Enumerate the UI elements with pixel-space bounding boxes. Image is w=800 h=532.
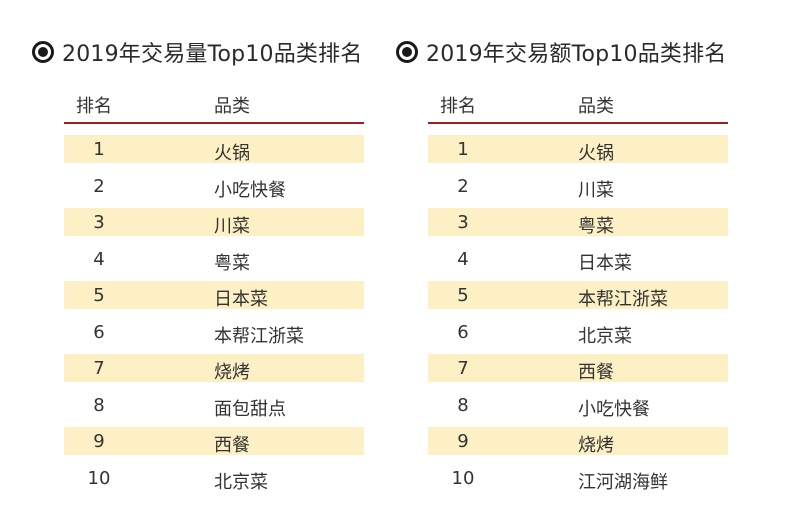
rank-cell: 8 <box>93 394 105 416</box>
table-row: 7 烧烤 <box>64 350 364 387</box>
rank-column-header: 排名 <box>440 96 476 117</box>
rank-cell: 4 <box>457 248 469 270</box>
rank-cell: 1 <box>93 139 105 160</box>
table-row: 3 粤菜 <box>428 204 728 241</box>
category-cell: 北京菜 <box>578 325 632 347</box>
rank-cell: 7 <box>457 358 469 379</box>
rank-cell: 2 <box>457 175 469 197</box>
table-row: 5 本帮江浙菜 <box>428 277 728 314</box>
rank-cell: 6 <box>457 321 469 343</box>
rank-cell: 3 <box>457 212 469 233</box>
rank-cell: 9 <box>457 431 469 452</box>
table-row: 10 北京菜 <box>64 460 364 497</box>
header-divider <box>64 122 364 124</box>
category-cell: 日本菜 <box>214 289 268 310</box>
rank-cell: 3 <box>93 212 105 233</box>
rank-cell: 7 <box>93 358 105 379</box>
category-cell: 粤菜 <box>578 216 614 237</box>
table-row: 9 西餐 <box>64 423 364 460</box>
category-cell: 川菜 <box>578 179 614 201</box>
category-cell: 西餐 <box>214 435 250 456</box>
category-cell: 烧烤 <box>214 362 250 383</box>
volume-ranking-title-row: 2019年交易量Top10品类排名 <box>32 36 363 68</box>
category-cell: 北京菜 <box>214 471 268 493</box>
category-cell: 本帮江浙菜 <box>578 289 668 310</box>
rank-cell: 4 <box>93 248 105 270</box>
category-cell: 烧烤 <box>578 435 614 456</box>
category-cell: 火锅 <box>214 143 250 164</box>
header-divider <box>428 122 728 124</box>
rank-cell: 2 <box>93 175 105 197</box>
rank-cell: 1 <box>457 139 469 160</box>
table-row: 8 小吃快餐 <box>428 387 728 424</box>
rank-cell: 10 <box>451 467 475 489</box>
volume-ranking-title: 2019年交易量Top10品类排名 <box>62 42 363 67</box>
rank-cell: 10 <box>87 467 111 489</box>
rank-cell: 5 <box>93 285 105 306</box>
rank-cell: 9 <box>93 431 105 452</box>
radio-bullet-icon <box>32 41 54 63</box>
category-cell: 西餐 <box>578 362 614 383</box>
revenue-table-body: 1 火锅 2 川菜 3 粤菜 4 日本菜 5 本帮江浙菜 6 北京菜 7 西餐 8 小吃快餐 9… <box>428 131 728 496</box>
rank-column-header: 排名 <box>76 96 112 117</box>
table-row: 8 面包甜点 <box>64 387 364 424</box>
category-column-header: 品类 <box>578 96 614 117</box>
category-cell: 江河湖海鲜 <box>578 471 668 493</box>
category-column-header: 品类 <box>214 96 250 117</box>
table-row: 1 火锅 <box>428 131 728 168</box>
category-cell: 粤菜 <box>214 252 250 274</box>
rank-cell: 8 <box>457 394 469 416</box>
revenue-ranking-title-row: 2019年交易额Top10品类排名 <box>396 36 727 68</box>
revenue-ranking-title: 2019年交易额Top10品类排名 <box>426 42 727 67</box>
table-row: 6 本帮江浙菜 <box>64 314 364 351</box>
rank-cell: 5 <box>457 285 469 306</box>
table-row: 7 西餐 <box>428 350 728 387</box>
table-row: 4 日本菜 <box>428 241 728 278</box>
category-cell: 面包甜点 <box>214 398 286 420</box>
table-row: 1 火锅 <box>64 131 364 168</box>
volume-table-body: 1 火锅 2 小吃快餐 3 川菜 4 粤菜 5 日本菜 6 本帮江浙菜 7 烧烤 8 面包甜点 … <box>64 131 364 496</box>
table-row: 5 日本菜 <box>64 277 364 314</box>
category-cell: 火锅 <box>578 143 614 164</box>
revenue-table-header: 排名 品类 <box>428 88 728 122</box>
table-row: 2 小吃快餐 <box>64 168 364 205</box>
category-cell: 小吃快餐 <box>578 398 650 420</box>
table-row: 3 川菜 <box>64 204 364 241</box>
table-row: 10 江河湖海鲜 <box>428 460 728 497</box>
category-cell: 小吃快餐 <box>214 179 286 201</box>
volume-table-header: 排名 品类 <box>64 88 364 122</box>
table-row: 6 北京菜 <box>428 314 728 351</box>
category-cell: 本帮江浙菜 <box>214 325 304 347</box>
table-row: 9 烧烤 <box>428 423 728 460</box>
category-cell: 日本菜 <box>578 252 632 274</box>
category-cell: 川菜 <box>214 216 250 237</box>
rank-cell: 6 <box>93 321 105 343</box>
table-row: 2 川菜 <box>428 168 728 205</box>
table-row: 4 粤菜 <box>64 241 364 278</box>
radio-bullet-icon <box>396 41 418 63</box>
